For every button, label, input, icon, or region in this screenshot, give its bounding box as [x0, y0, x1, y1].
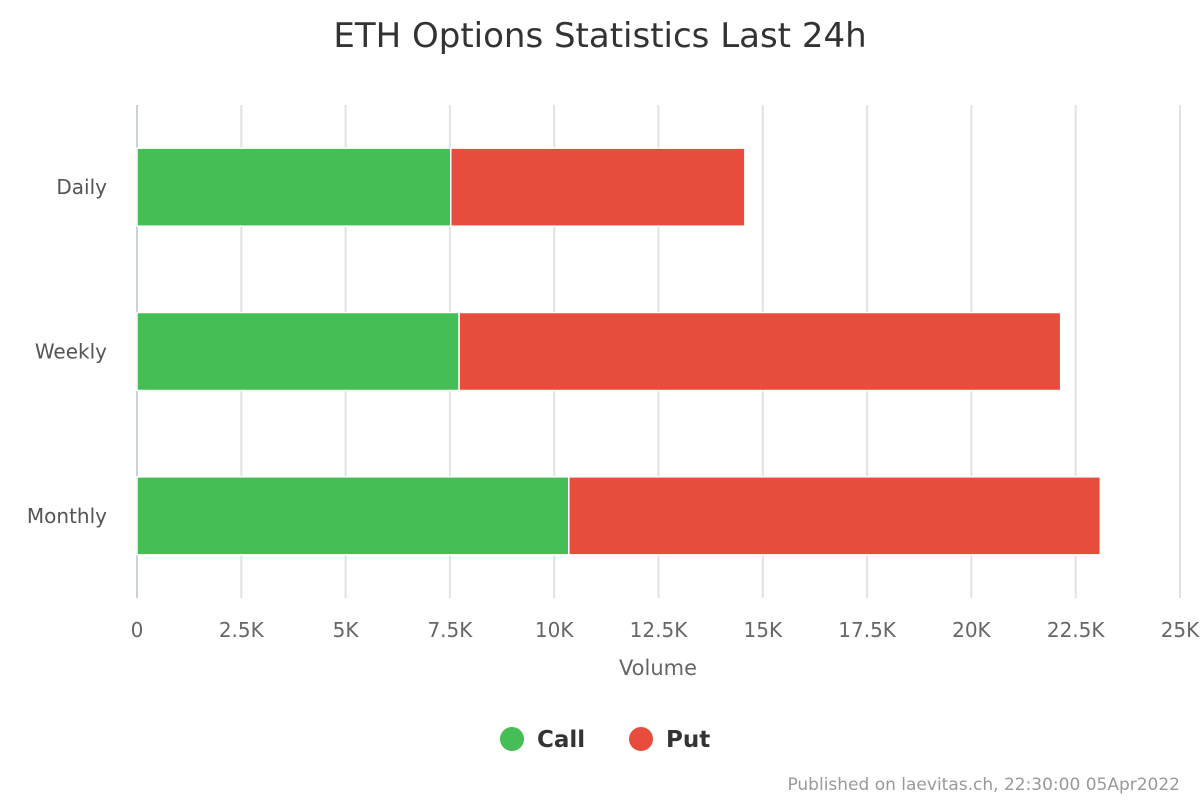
y-category-label: Daily — [56, 175, 107, 199]
y-category-label: Weekly — [35, 340, 107, 364]
x-tick-label: 20K — [952, 618, 991, 642]
bar-call-monthly[interactable] — [136, 476, 570, 556]
legend: Call Put — [500, 727, 710, 753]
legend-item-put[interactable]: Put — [629, 727, 710, 753]
x-axis-title: Volume — [619, 656, 697, 680]
x-tick-label: 2.5K — [219, 618, 265, 642]
bar-call-daily[interactable] — [136, 147, 452, 227]
y-category-label: Monthly — [27, 504, 107, 528]
bars — [136, 147, 1102, 556]
bar-put-daily[interactable] — [449, 147, 746, 227]
x-tick-label: 25K — [1161, 618, 1200, 642]
credit-text: Published on laevitas.ch, 22:30:00 05Apr… — [787, 775, 1180, 795]
x-tick-label: 17.5K — [838, 618, 897, 642]
x-tick-label: 22.5K — [1047, 618, 1106, 642]
x-tick-label: 10K — [535, 618, 574, 642]
bar-call-weekly[interactable] — [136, 311, 460, 392]
x-tick-label: 12.5K — [630, 618, 689, 642]
legend-marker — [500, 727, 524, 751]
x-tick-label: 7.5K — [427, 618, 473, 642]
legend-item-call[interactable]: Call — [500, 727, 585, 753]
x-axis-ticks: 0 2.5K 5K 7.5K 10K 12.5K 15K 17.5K 20K 22.5K 25K — [131, 618, 1200, 642]
legend-label: Put — [666, 727, 710, 753]
x-tick-label: 15K — [744, 618, 783, 642]
bar-put-monthly[interactable] — [568, 476, 1102, 556]
category-labels: Daily Weekly Monthly — [27, 175, 107, 528]
legend-label: Call — [537, 727, 585, 753]
chart-title: ETH Options Statistics Last 24h — [333, 16, 866, 56]
x-tick-label: 0 — [131, 618, 144, 642]
legend-marker — [629, 727, 653, 751]
x-tick-label: 5K — [333, 618, 360, 642]
bar-put-weekly[interactable] — [458, 311, 1062, 392]
